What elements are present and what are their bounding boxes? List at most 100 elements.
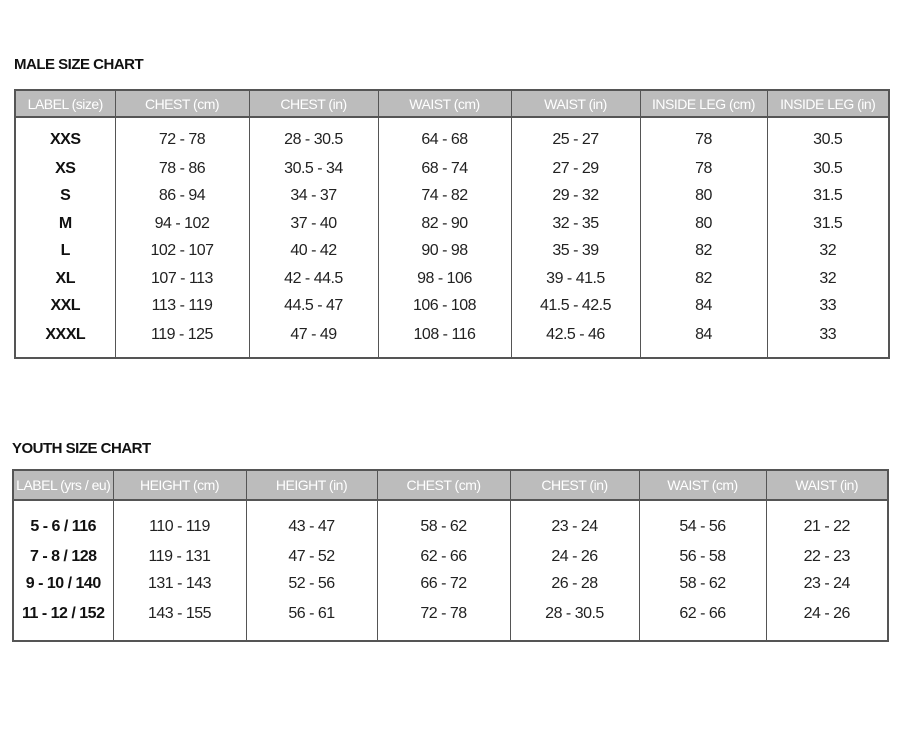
table-cell: 119 - 131 [112, 543, 247, 571]
table-row: XS 78 - 86 30.5 - 34 68 - 74 27 - 29 78 30.5 [14, 155, 890, 183]
table-cell: 80 [639, 210, 768, 238]
size-label-cell: M [14, 210, 116, 238]
column-header: LABEL (size) [14, 89, 116, 118]
table-cell: 72 - 78 [376, 597, 511, 641]
column-header: WAIST (in) [510, 89, 641, 118]
column-header: WAIST (cm) [377, 89, 512, 118]
youth-chart-title: YOUTH SIZE CHART [12, 440, 151, 457]
table-cell: 54 - 56 [638, 500, 767, 544]
table-cell: 84 [639, 292, 768, 320]
column-header: INSIDE LEG (in) [766, 89, 890, 118]
table-row: XXS 72 - 78 28 - 30.5 64 - 68 25 - 27 78 30.5 [14, 117, 890, 156]
table-cell: 25 - 27 [510, 117, 641, 156]
table-cell: 64 - 68 [377, 117, 512, 156]
table-cell: 32 [766, 264, 890, 293]
table-cell: 74 - 82 [377, 182, 512, 211]
size-label-cell: 5 - 6 / 116 [12, 500, 114, 544]
table-cell: 56 - 58 [638, 543, 767, 571]
table-cell: 94 - 102 [114, 210, 250, 238]
table-cell: 35 - 39 [510, 237, 641, 265]
table-cell: 26 - 28 [509, 570, 640, 598]
table-cell: 34 - 37 [248, 182, 379, 211]
table-cell: 47 - 49 [248, 319, 379, 358]
table-cell: 58 - 62 [638, 570, 767, 598]
male-size-table: LABEL (size) CHEST (cm) CHEST (in) WAIST (c… [14, 89, 890, 359]
table-cell: 52 - 56 [245, 570, 378, 598]
table-row: 7 - 8 / 128 119 - 131 47 - 52 62 - 66 24 - 2… [12, 543, 889, 571]
table-cell: 32 [766, 237, 890, 265]
table-cell: 47 - 52 [245, 543, 378, 571]
youth-size-table: LABEL (yrs / eu) HEIGHT (cm) HEIGHT (in) CH… [12, 469, 889, 642]
table-cell: 119 - 125 [114, 319, 250, 358]
column-header: INSIDE LEG (cm) [639, 89, 768, 118]
table-cell: 90 - 98 [377, 237, 512, 265]
table-cell: 32 - 35 [510, 210, 641, 238]
table-cell: 42.5 - 46 [510, 319, 641, 358]
column-header: LABEL (yrs / eu) [12, 469, 114, 501]
table-cell: 107 - 113 [114, 264, 250, 293]
table-cell: 82 [639, 237, 768, 265]
table-cell: 98 - 106 [377, 264, 512, 293]
column-header: CHEST (cm) [114, 89, 250, 118]
table-cell: 37 - 40 [248, 210, 379, 238]
table-cell: 78 - 86 [114, 155, 250, 183]
column-header: CHEST (cm) [376, 469, 511, 501]
table-cell: 28 - 30.5 [248, 117, 379, 156]
table-cell: 30.5 - 34 [248, 155, 379, 183]
table-cell: 78 [639, 117, 768, 156]
size-label-cell: XXL [14, 292, 116, 320]
column-header: CHEST (in) [248, 89, 379, 118]
table-cell: 22 - 23 [765, 543, 889, 571]
column-header: HEIGHT (in) [245, 469, 378, 501]
table-cell: 113 - 119 [114, 292, 250, 320]
table-cell: 31.5 [766, 210, 890, 238]
column-header: WAIST (in) [765, 469, 889, 501]
table-cell: 78 [639, 155, 768, 183]
size-label-cell: S [14, 182, 116, 211]
table-cell: 108 - 116 [377, 319, 512, 358]
column-header: HEIGHT (cm) [112, 469, 247, 501]
table-row: 11 - 12 / 152 143 - 155 56 - 61 72 - 78 28 -… [12, 597, 889, 641]
male-chart-title: MALE SIZE CHART [14, 56, 144, 73]
table-cell: 33 [766, 292, 890, 320]
table-cell: 24 - 26 [765, 597, 889, 641]
size-label-cell: XS [14, 155, 116, 183]
table-row: XXXL 119 - 125 47 - 49 108 - 116 42.5 - 46 84… [14, 319, 890, 358]
table-cell: 43 - 47 [245, 500, 378, 544]
table-cell: 84 [639, 319, 768, 358]
table-cell: 82 - 90 [377, 210, 512, 238]
table-cell: 66 - 72 [376, 570, 511, 598]
table-cell: 42 - 44.5 [248, 264, 379, 293]
table-cell: 68 - 74 [377, 155, 512, 183]
table-cell: 41.5 - 42.5 [510, 292, 641, 320]
table-cell: 82 [639, 264, 768, 293]
table-row: M 94 - 102 37 - 40 82 - 90 32 - 35 80 31.5 [14, 210, 890, 238]
table-cell: 110 - 119 [112, 500, 247, 544]
table-cell: 23 - 24 [509, 500, 640, 544]
table-row: L 102 - 107 40 - 42 90 - 98 35 - 39 82 32 [14, 237, 890, 265]
size-label-cell: 11 - 12 / 152 [12, 597, 114, 641]
table-cell: 131 - 143 [112, 570, 247, 598]
size-label-cell: XL [14, 264, 116, 293]
table-cell: 62 - 66 [638, 597, 767, 641]
size-label-cell: XXXL [14, 319, 116, 358]
table-cell: 86 - 94 [114, 182, 250, 211]
table-cell: 102 - 107 [114, 237, 250, 265]
table-cell: 31.5 [766, 182, 890, 211]
table-row: 5 - 6 / 116 110 - 119 43 - 47 58 - 62 23 - 2… [12, 500, 889, 544]
table-row: 9 - 10 / 140 131 - 143 52 - 56 66 - 72 26 - … [12, 570, 889, 598]
table-cell: 80 [639, 182, 768, 211]
size-label-cell: L [14, 237, 116, 265]
table-cell: 24 - 26 [509, 543, 640, 571]
table-row: XXL 113 - 119 44.5 - 47 106 - 108 41.5 - 42.… [14, 292, 890, 320]
table-cell: 33 [766, 319, 890, 358]
table-cell: 30.5 [766, 117, 890, 156]
column-header: CHEST (in) [509, 469, 640, 501]
table-cell: 39 - 41.5 [510, 264, 641, 293]
table-cell: 23 - 24 [765, 570, 889, 598]
table-cell: 72 - 78 [114, 117, 250, 156]
table-cell: 21 - 22 [765, 500, 889, 544]
table-cell: 29 - 32 [510, 182, 641, 211]
table-cell: 28 - 30.5 [509, 597, 640, 641]
table-cell: 62 - 66 [376, 543, 511, 571]
